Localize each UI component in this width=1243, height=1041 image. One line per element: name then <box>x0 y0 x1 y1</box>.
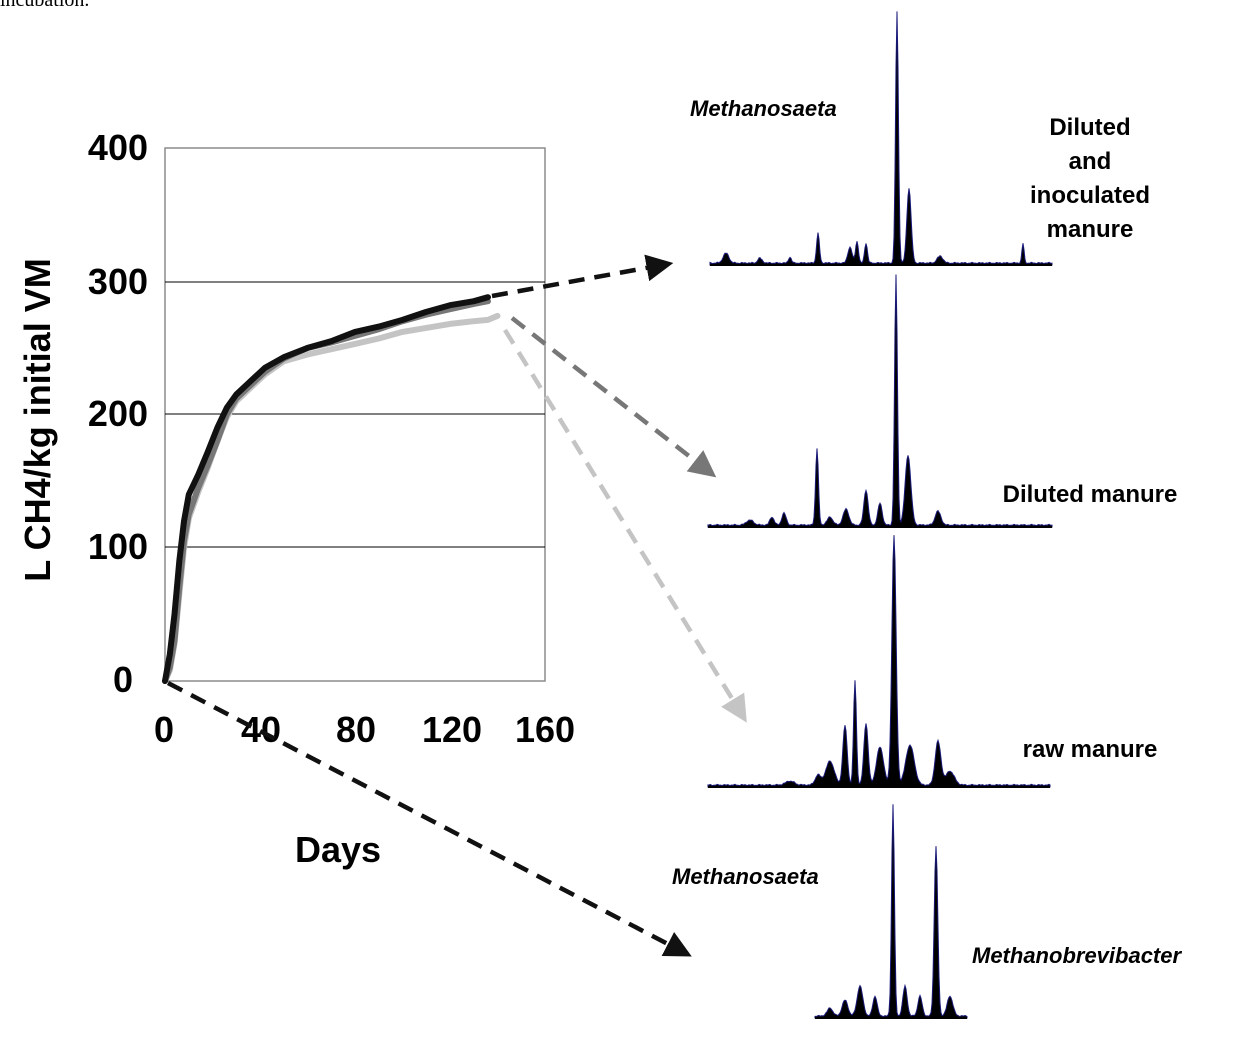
panel-label-line: Diluted <box>1049 114 1130 141</box>
taxon-label-methanobrevibacter: Methanobrevibacter <box>972 943 1182 968</box>
arrows <box>166 254 747 957</box>
arrow-to-raw <box>503 328 747 723</box>
x-tick-label: 0 <box>154 709 174 750</box>
arrow-to-diluted <box>510 316 717 478</box>
taxon-label-methanosaeta: Methanosaeta <box>690 96 837 121</box>
y-tick-label: 300 <box>88 261 148 302</box>
peak-profile <box>709 11 1053 266</box>
panel-label-line: and <box>1069 148 1112 175</box>
panel-diluted: Diluted manure <box>707 274 1178 528</box>
top-caption: incubation. <box>0 0 89 11</box>
x-tick-label: 120 <box>422 709 482 750</box>
x-tick-label: 40 <box>241 709 281 750</box>
panel-diluted-inoculated: Methanosaeta Diluted and inoculated manu… <box>690 11 1150 266</box>
peak-profile <box>707 274 1053 528</box>
panel-label-line: raw manure <box>1023 736 1158 763</box>
panel-label-line: inoculated <box>1030 182 1150 209</box>
y-tick-label: 0 <box>113 659 133 700</box>
series-layer <box>162 294 501 684</box>
panel-start-inoculum: Methanosaeta Methanobrevibacter <box>672 804 1182 1019</box>
y-tick-label: 200 <box>88 393 148 434</box>
y-tick-label: 100 <box>88 526 148 567</box>
panel-label-line: manure <box>1047 216 1134 243</box>
y-tick-labels: 400 300 200 100 0 <box>88 127 148 700</box>
y-axis-title: L CH4/kg initial VM <box>17 258 58 581</box>
x-tick-label: 160 <box>515 709 575 750</box>
series-line <box>162 294 491 684</box>
peak-profile <box>814 804 968 1019</box>
x-tick-label: 80 <box>336 709 376 750</box>
taxon-label-methanosaeta: Methanosaeta <box>672 864 819 889</box>
x-tick-labels: 0 40 80 120 160 <box>154 709 575 750</box>
arrow-to-diluted-inoculated <box>491 254 674 299</box>
x-axis-title: Days <box>295 829 381 870</box>
panel-label-line: Diluted manure <box>1003 481 1178 508</box>
line-chart: 400 300 200 100 0 0 40 80 120 160 L CH4/… <box>17 127 575 870</box>
arrow-to-start-inoculum <box>166 681 692 957</box>
peak-profile <box>707 535 1051 788</box>
y-tick-label: 400 <box>88 127 148 168</box>
panel-raw: raw manure <box>707 535 1158 788</box>
